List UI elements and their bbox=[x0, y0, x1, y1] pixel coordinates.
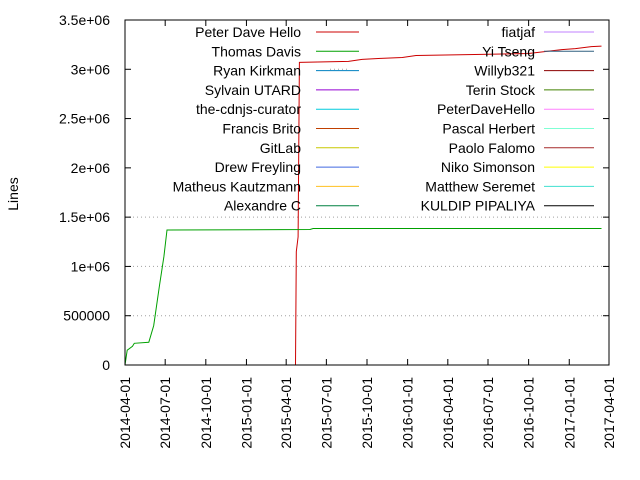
legend-label: Sylvain UTARD bbox=[205, 82, 301, 98]
x-tick-label: 2016-10-01 bbox=[521, 377, 537, 449]
legend-label: Francis Brito bbox=[222, 121, 301, 137]
x-tick-label: 2014-04-01 bbox=[117, 377, 133, 449]
x-tick-label: 2015-07-01 bbox=[318, 377, 334, 449]
y-tick-label: 3.5e+06 bbox=[59, 12, 110, 28]
y-tick-labels: 0 500000 1e+06 1.5e+06 2e+06 2.5e+06 3e+06 3.5e… bbox=[59, 12, 110, 373]
legend-label: Drew Freyling bbox=[215, 159, 301, 175]
x-tick-label: 2016-07-01 bbox=[480, 377, 496, 449]
legend-label: Paolo Falomo bbox=[449, 140, 536, 156]
x-tick-label: 2014-07-01 bbox=[157, 377, 173, 449]
legend-label: GitLab bbox=[260, 140, 301, 156]
y-tick-label: 1e+06 bbox=[71, 258, 111, 274]
legend-label: the-cdnjs-curator bbox=[196, 101, 301, 117]
x-tick-label: 2017-04-01 bbox=[601, 377, 617, 449]
legend-label: Peter Dave Hello bbox=[195, 24, 301, 40]
x-tick-label: 2016-04-01 bbox=[440, 377, 456, 449]
x-tick-label: 2015-10-01 bbox=[359, 377, 375, 449]
legend-label: PeterDaveHello bbox=[437, 101, 535, 117]
legend-label: Niko Simonson bbox=[441, 159, 535, 175]
legend-label: Pascal Herbert bbox=[442, 121, 535, 137]
axes bbox=[124, 19, 610, 366]
y-tick-label: 2e+06 bbox=[71, 160, 111, 176]
legend-label: Willyb321 bbox=[474, 63, 535, 79]
legend-label: Terin Stock bbox=[466, 82, 536, 98]
gridlines bbox=[125, 68, 609, 317]
x-tick-label: 2015-01-01 bbox=[238, 377, 254, 449]
series-line bbox=[124, 228, 602, 366]
legend-label: Matheus Kautzmann bbox=[173, 178, 301, 194]
x-tick-label: 2014-10-01 bbox=[198, 377, 214, 449]
y-tick-label: 500000 bbox=[63, 308, 110, 324]
legend: Peter Dave Hello Thomas Davis Ryan Kirkman… bbox=[173, 24, 594, 214]
y-tick-label: 2.5e+06 bbox=[59, 111, 110, 127]
x-tick-labels: 2014-04-01 2014-07-01 2014-10-01 2015-01-01… bbox=[117, 377, 617, 449]
series-line bbox=[286, 45, 602, 366]
legend-label: Matthew Seremet bbox=[425, 178, 535, 194]
y-tick-label: 3e+06 bbox=[71, 61, 111, 77]
legend-label: Yi Tseng bbox=[482, 43, 535, 59]
y-axis-label: Lines bbox=[5, 177, 21, 210]
legend-label: KULDIP PIPALIYA bbox=[421, 198, 536, 214]
x-tick-label: 2016-01-01 bbox=[400, 377, 416, 449]
y-tick-label: 1.5e+06 bbox=[59, 209, 110, 225]
legend-label: fiatjaf bbox=[502, 24, 536, 40]
legend-label: Thomas Davis bbox=[212, 43, 301, 59]
x-tick-label: 2017-01-01 bbox=[561, 377, 577, 449]
legend-label: Ryan Kirkman bbox=[213, 63, 301, 79]
legend-label: Alexandre C bbox=[224, 198, 301, 214]
y-tick-label: 0 bbox=[102, 357, 110, 373]
x-tick-label: 2015-04-01 bbox=[278, 377, 294, 449]
